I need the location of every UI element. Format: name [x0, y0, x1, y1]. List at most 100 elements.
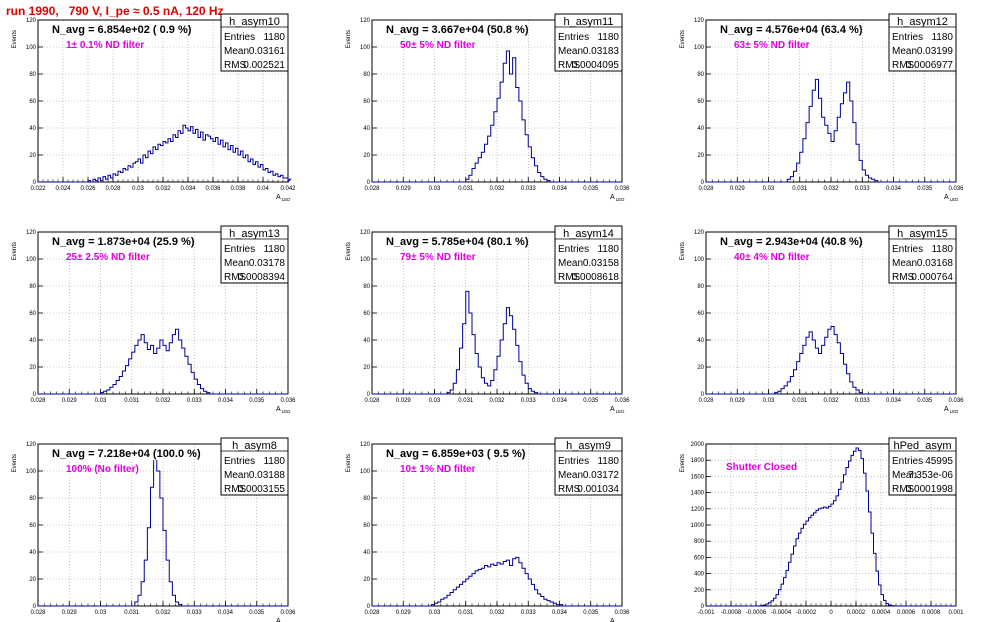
x-tick-label: 0.028 — [364, 186, 380, 192]
x-tick-label: 0.035 — [917, 186, 933, 192]
stat-value: 0.03199 — [917, 46, 954, 57]
y-tick-label: 200 — [694, 588, 705, 594]
x-tick-label: 0.034 — [552, 186, 568, 192]
x-tick-label: 0.033 — [521, 398, 537, 404]
y-tick-label: 1600 — [691, 474, 705, 480]
x-tick-label: 0.026 — [80, 186, 96, 192]
y-tick-label: 60 — [29, 311, 36, 317]
y-tick-label: 20 — [363, 365, 370, 371]
x-tick-label: 0.0008 — [922, 610, 941, 616]
stat-label: RMS — [558, 60, 581, 71]
histogram-panel: 0.028 0.029 0.03 0.031 0.032 0.033 0.034 0.035 0… — [346, 437, 630, 622]
stat-label: RMS — [892, 272, 915, 283]
x-tick-label: 0.03 — [95, 610, 107, 616]
x-axis-label: ALED — [276, 406, 291, 414]
x-tick-label: 0.031 — [792, 186, 808, 192]
x-tick-label: 0.036 — [280, 398, 296, 404]
y-tick-label: 20 — [363, 577, 370, 583]
navg-label: N_avg = 5.785e+04 (80.1 %) — [386, 236, 529, 248]
stat-label: Mean — [224, 470, 249, 481]
y-tick-label: 60 — [697, 311, 704, 317]
x-tick-label: 0.022 — [30, 186, 46, 192]
y-tick-label: 0 — [701, 180, 705, 186]
y-axis-label: Events — [346, 242, 352, 260]
x-tick-label: -0.0004 — [771, 610, 792, 616]
x-axis-label-main: A — [610, 406, 615, 413]
x-tick-label: 0.032 — [823, 398, 839, 404]
histogram-name: h_asym8 — [232, 440, 277, 452]
histogram-name: h_asym14 — [563, 228, 614, 240]
stat-value: 0.03168 — [917, 258, 954, 269]
y-tick-label: 0 — [367, 392, 371, 398]
y-tick-label: 20 — [29, 365, 36, 371]
histogram-name: h_asym15 — [897, 228, 948, 240]
y-axis-label: Events — [680, 242, 686, 260]
x-axis-label-main: A — [944, 194, 949, 201]
stats-box — [220, 13, 289, 72]
stat-label: RMS — [892, 484, 915, 495]
y-tick-label: 0 — [701, 392, 705, 398]
x-tick-label: 0.029 — [730, 186, 746, 192]
stat-value: 0.03188 — [249, 470, 286, 481]
y-tick-label: 20 — [697, 365, 704, 371]
stat-label: Entries — [558, 456, 589, 467]
histogram-panel: 0.028 0.029 0.03 0.031 0.032 0.033 0.034 0.035 0… — [12, 437, 296, 622]
histogram-series — [38, 454, 288, 607]
x-tick-label: 0.034 — [886, 186, 902, 192]
navg-box — [39, 21, 187, 36]
stat-label: Mean — [892, 258, 917, 269]
stat-label: Mean — [558, 258, 583, 269]
stat-value: 0.0006977 — [906, 60, 954, 71]
x-tick-label: 0.03 — [763, 398, 775, 404]
x-tick-label: 0.034 — [886, 398, 902, 404]
y-axis-label: Events — [12, 242, 18, 260]
y-axis-label: Events — [346, 30, 352, 48]
plot-frame — [371, 231, 623, 395]
x-axis-label-main: A — [276, 406, 281, 413]
stat-value: 0.03161 — [249, 46, 286, 57]
histogram-name: h_asym9 — [566, 440, 611, 452]
filter-annotation: 10± 1% ND filter — [400, 464, 476, 475]
x-tick-label: 0.03 — [429, 398, 441, 404]
y-axis-label: Events — [680, 454, 686, 472]
x-axis-label-sub: LED — [950, 197, 960, 202]
x-tick-label: 0.028 — [105, 186, 121, 192]
y-tick-label: 60 — [363, 99, 370, 105]
y-tick-label: 40 — [697, 126, 704, 132]
x-tick-label: 0.033 — [521, 186, 537, 192]
y-tick-label: 100 — [26, 469, 37, 475]
x-tick-label: 0.028 — [698, 186, 714, 192]
x-tick-label: 0.034 — [218, 610, 234, 616]
navg-box — [373, 21, 521, 36]
stat-value: 0.0008618 — [572, 272, 620, 283]
stats-box — [888, 13, 957, 72]
y-axis-label: Events — [346, 454, 352, 472]
histogram-panel: 0.028 0.029 0.03 0.031 0.032 0.033 0.034 0.035 0… — [346, 13, 630, 202]
stat-value: 0.03172 — [583, 470, 620, 481]
stat-value: 1180 — [597, 244, 619, 255]
x-tick-label: 0.031 — [792, 398, 808, 404]
x-tick-label: 0.024 — [55, 186, 71, 192]
x-tick-label: 0.031 — [458, 398, 474, 404]
y-tick-label: 0 — [33, 604, 37, 610]
x-tick-label: 0.032 — [155, 186, 171, 192]
stat-value: 0.03158 — [583, 258, 620, 269]
x-tick-label: 0.034 — [552, 610, 568, 616]
navg-box — [39, 445, 187, 460]
filter-annotation: 79± 5% ND filter — [400, 252, 476, 263]
navg-label: N_avg = 1.873e+04 (25.9 %) — [52, 236, 195, 248]
x-axis-label: ALED — [276, 618, 291, 622]
stat-label: Entries — [224, 244, 255, 255]
stat-value: 0.03183 — [583, 46, 620, 57]
x-tick-label: 0.0004 — [872, 610, 891, 616]
y-tick-label: 100 — [694, 257, 705, 263]
y-tick-label: 100 — [360, 45, 371, 51]
y-tick-label: 20 — [29, 153, 36, 159]
x-tick-label: -0.0006 — [746, 610, 767, 616]
x-tick-label: 0.028 — [364, 398, 380, 404]
x-axis-label-sub: LED — [282, 197, 292, 202]
x-tick-label: 0.036 — [948, 186, 964, 192]
plot-frame — [37, 231, 289, 395]
stat-label: Entries — [892, 32, 923, 43]
